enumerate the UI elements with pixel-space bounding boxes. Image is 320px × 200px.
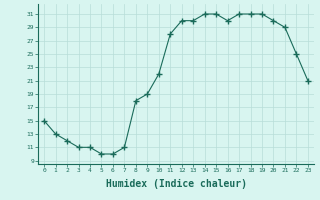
X-axis label: Humidex (Indice chaleur): Humidex (Indice chaleur)	[106, 179, 246, 189]
